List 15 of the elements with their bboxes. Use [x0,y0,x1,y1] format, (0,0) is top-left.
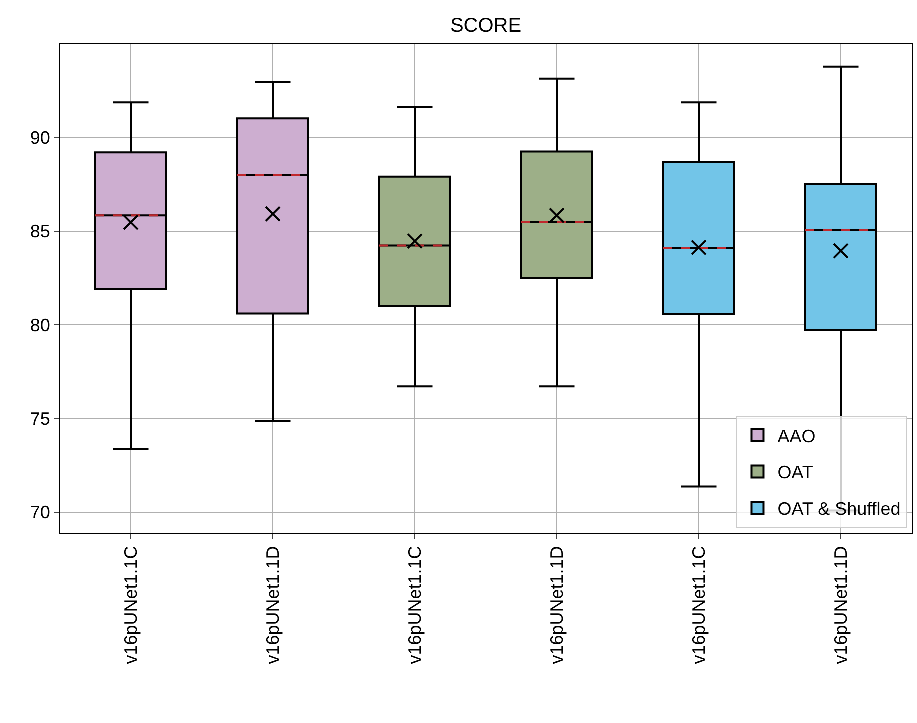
y-tick-label: 80 [30,315,50,336]
y-tick-label: 85 [30,222,50,242]
legend-label: AAO [778,426,816,446]
x-tick-label: v16pUNet1.1D [546,546,567,664]
x-tick-label: v16pUNet1.1D [262,546,283,664]
x-tick-label: v16pUNet1.1C [688,546,709,664]
chart-title: SCORE [450,15,522,38]
y-tick-label: 75 [30,409,50,430]
legend-label: OAT & Shuffled [778,499,901,520]
y-tick-label: 90 [30,128,50,148]
x-tick-label: v16pUNet1.1D [830,546,851,664]
legend-label: OAT [778,462,814,483]
x-tick-label: v16pUNet1.1C [120,546,141,664]
y-tick-label: 70 [30,502,50,523]
x-tick-label: v16pUNet1.1C [404,546,425,664]
